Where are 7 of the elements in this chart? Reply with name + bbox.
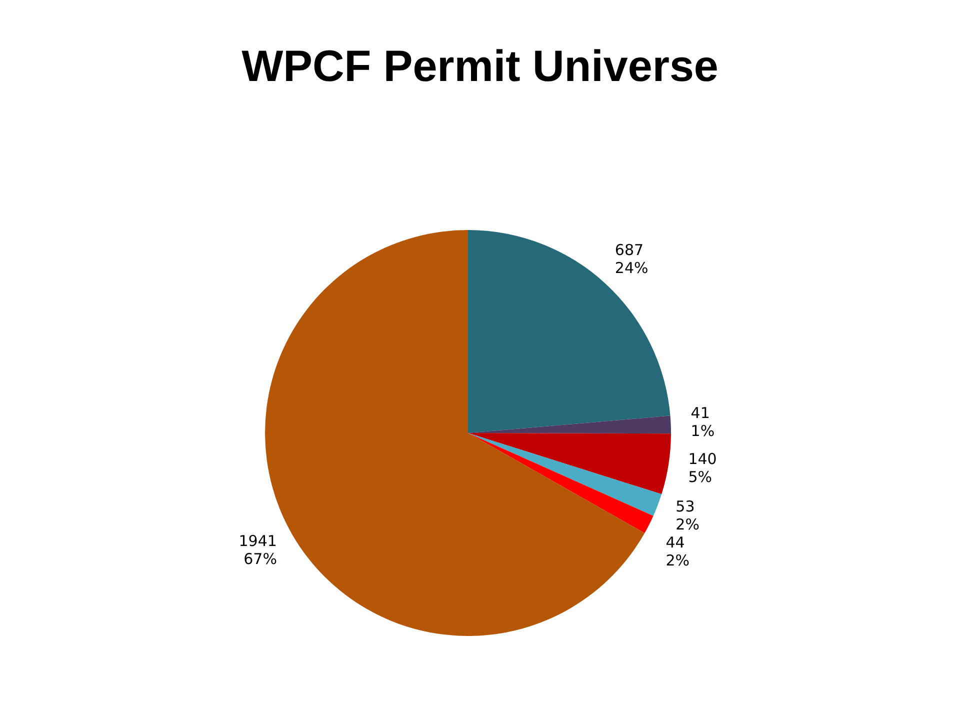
data-label: 53 2% xyxy=(676,497,700,534)
data-label: 687 24% xyxy=(614,240,648,277)
data-label: 140 5% xyxy=(688,450,717,486)
data-label: 1941 67% xyxy=(238,532,277,568)
data-label: 41 1% xyxy=(690,404,715,440)
chart-title: WPCF Permit Universe xyxy=(240,42,720,92)
data-label: 44 2% xyxy=(666,533,690,570)
